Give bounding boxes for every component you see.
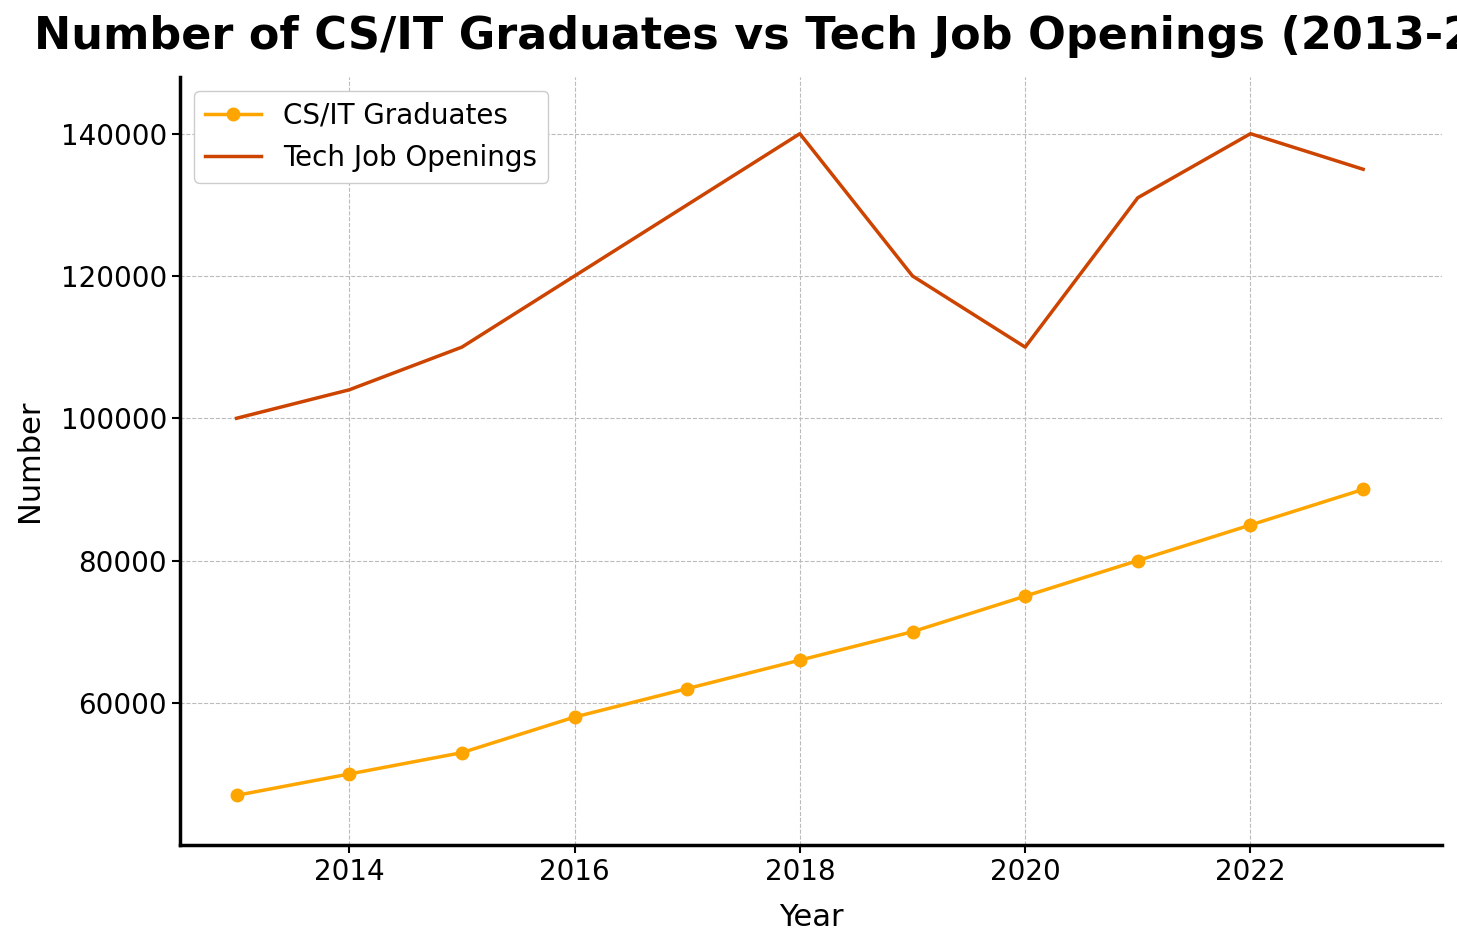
X-axis label: Year: Year [779, 903, 844, 932]
CS/IT Graduates [565, 711, 583, 723]
Line: Tech Job Openings: Tech Job Openings [236, 134, 1364, 419]
Tech Job Openings [227, 413, 245, 424]
Line: CS/IT Graduates: CS/IT Graduates [230, 483, 1370, 801]
Tech Job Openings [565, 270, 583, 281]
CS/IT Graduates [1017, 590, 1034, 601]
Tech Job Openings [1129, 192, 1147, 204]
CS/IT Graduates [1355, 484, 1372, 495]
CS/IT Graduates [903, 626, 921, 637]
CS/IT Graduates [1241, 519, 1259, 530]
Tech Job Openings [903, 270, 921, 281]
Tech Job Openings [679, 199, 696, 210]
CS/IT Graduates [679, 683, 696, 694]
Tech Job Openings [1355, 164, 1372, 175]
Y-axis label: Number: Number [15, 400, 44, 522]
CS/IT Graduates [453, 747, 471, 759]
CS/IT Graduates [341, 768, 358, 779]
Legend: CS/IT Graduates, Tech Job Openings: CS/IT Graduates, Tech Job Openings [194, 91, 548, 183]
CS/IT Graduates [791, 654, 809, 666]
Title: Number of CS/IT Graduates vs Tech Job Openings (2013-2023): Number of CS/IT Graduates vs Tech Job Op… [35, 15, 1457, 58]
Tech Job Openings [453, 342, 471, 353]
Tech Job Openings [341, 384, 358, 396]
Tech Job Openings [791, 128, 809, 139]
Tech Job Openings [1017, 342, 1034, 353]
CS/IT Graduates [1129, 555, 1147, 566]
CS/IT Graduates [227, 790, 245, 801]
Tech Job Openings [1241, 128, 1259, 139]
